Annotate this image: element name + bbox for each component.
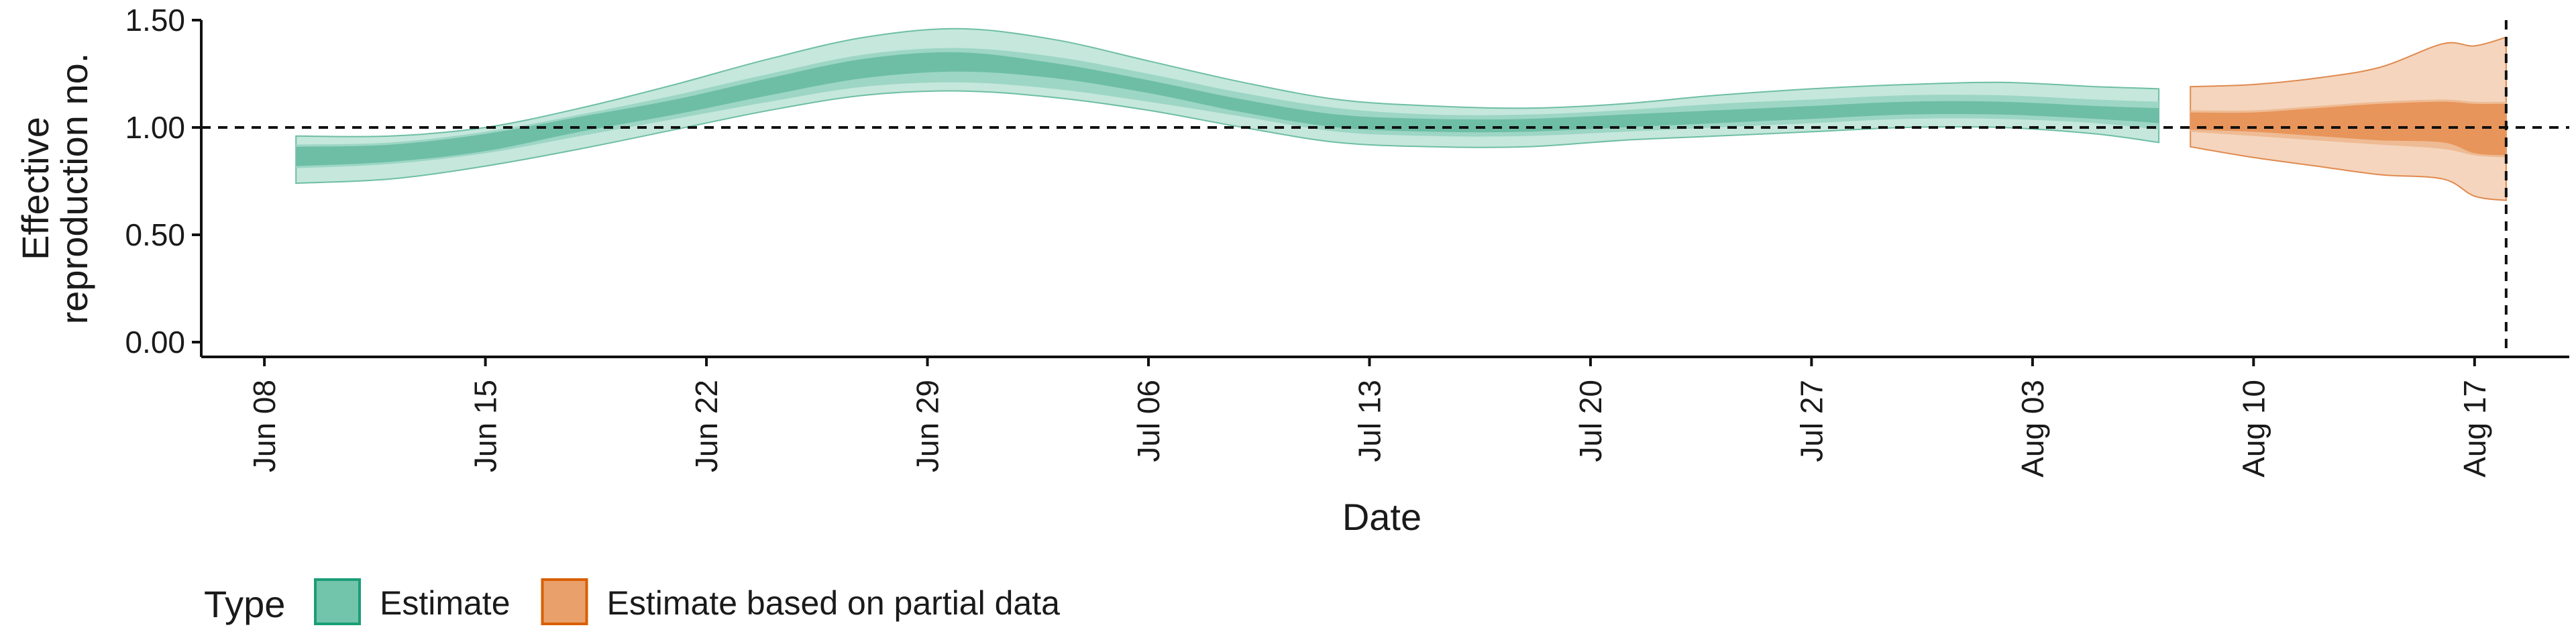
x-tick-label-3: Jun 29 <box>910 380 945 472</box>
y-tick-label-1: 0.50 <box>125 217 185 252</box>
axes <box>192 19 2569 366</box>
x-tick-label-5: Jul 13 <box>1352 380 1387 462</box>
legend: Type Estimate Estimate based on partial da… <box>204 578 1061 625</box>
y-tick-label-2: 1.00 <box>125 110 185 145</box>
x-tick-label-1: Jun 15 <box>468 380 503 472</box>
x-tick-label-9: Aug 10 <box>2236 380 2271 478</box>
y-tick-label-0: 0.00 <box>125 325 185 360</box>
x-axis-title: Date <box>1342 496 1421 538</box>
legend-title: Type <box>204 583 285 625</box>
ribbon-layer <box>295 28 2507 201</box>
series-0 <box>295 28 2160 184</box>
y-axis-title-line-1: reproduction no. <box>53 53 95 325</box>
x-tick-label-0: Jun 08 <box>247 380 282 472</box>
legend-swatch-0 <box>314 578 361 625</box>
legend-label-0: Estimate <box>380 584 511 622</box>
legend-item-1: Estimate based on partial data <box>541 578 1061 625</box>
legend-swatch-1 <box>541 578 588 625</box>
legend-item-0: Estimate <box>314 578 511 625</box>
x-tick-label-7: Jul 27 <box>1794 380 1829 462</box>
series-1 <box>2190 36 2507 201</box>
reference-lines <box>201 20 2569 357</box>
x-tick-label-6: Jul 20 <box>1573 380 1608 462</box>
y-axis-title-text: Effectivereproduction no. <box>14 53 95 325</box>
x-tick-label-4: Jul 06 <box>1131 380 1166 462</box>
legend-label-1: Estimate based on partial data <box>607 584 1061 622</box>
y-axis-title: Effectivereproduction no. <box>14 53 95 325</box>
x-tick-label-2: Jun 22 <box>689 380 724 472</box>
tick-labels: 0.00 0.50 1.00 1.50 Jun 08 Jun 15 Jun 22 Jun 29… <box>125 3 2491 478</box>
y-axis-title-line-0: Effective <box>14 117 56 260</box>
x-tick-label-8: Aug 03 <box>2015 380 2050 478</box>
series-0-core-band <box>296 52 2159 166</box>
y-tick-label-3: 1.50 <box>125 3 185 38</box>
x-tick-label-10: Aug 17 <box>2457 380 2492 478</box>
